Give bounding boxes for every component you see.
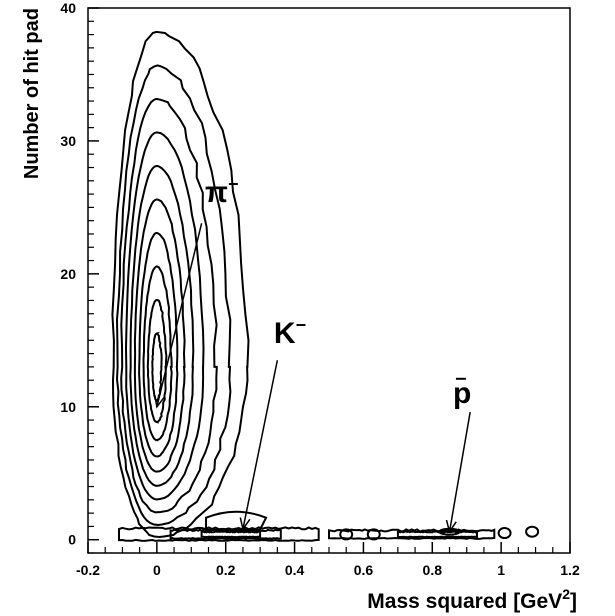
contour-line [118, 526, 320, 542]
x-tick-label: -0.2 [76, 562, 100, 578]
contour-line [129, 164, 195, 487]
contour-island [497, 527, 512, 540]
contour-line [396, 529, 478, 539]
k-minus-arrowhead [239, 517, 251, 531]
anti-proton-arrow [448, 411, 471, 532]
y-tick-label: 30 [60, 133, 76, 149]
y-tick-label: 0 [68, 532, 76, 548]
x-tick-label: 1.2 [560, 562, 580, 578]
contour-island [525, 525, 540, 538]
x-axis-ticks: -0.2 0 0.2 0.4 0.6 0.8 1 1.2 [76, 542, 580, 578]
y-axis-ticks: 0 10 20 30 40 [60, 0, 99, 554]
contour-line [138, 231, 179, 458]
y-tick-label: 20 [60, 266, 76, 282]
contour-line [328, 528, 496, 540]
contour-line [146, 298, 168, 424]
anti-proton-label: p [453, 377, 471, 410]
contour-line [133, 198, 186, 473]
contour-line [111, 30, 250, 539]
contour-line [142, 265, 173, 442]
x-axis-label: Mass squared [GeV2] [367, 586, 577, 613]
anti-proton-arrowhead [445, 519, 457, 534]
contour-line [205, 510, 268, 531]
y-tick-label: 10 [60, 399, 76, 415]
contour-lines [111, 30, 540, 542]
contour-line [200, 530, 262, 539]
x-tick-label: 1 [497, 562, 505, 578]
x-tick-label: 0.8 [423, 562, 443, 578]
pi-minus-arrow [156, 223, 203, 407]
k-minus-arrow [242, 360, 279, 530]
particle-annotations: π− K− p [153, 174, 471, 534]
x-tick-label: 0.6 [354, 562, 374, 578]
pi-minus-arrowhead [153, 394, 165, 409]
contour-island [339, 528, 354, 541]
x-tick-label: 0 [153, 562, 161, 578]
pi-minus-label: π− [205, 174, 238, 209]
contour-line [124, 131, 205, 501]
contour-line [115, 64, 232, 527]
x-tick-label: 0.4 [285, 562, 305, 578]
x-tick-label: 0.2 [216, 562, 236, 578]
contour-island [366, 528, 381, 541]
y-tick-label: 40 [60, 0, 76, 16]
y-axis-label: Number of hit pad [21, 8, 43, 179]
contour-line [120, 97, 218, 514]
k-minus-label: K− [274, 315, 306, 350]
